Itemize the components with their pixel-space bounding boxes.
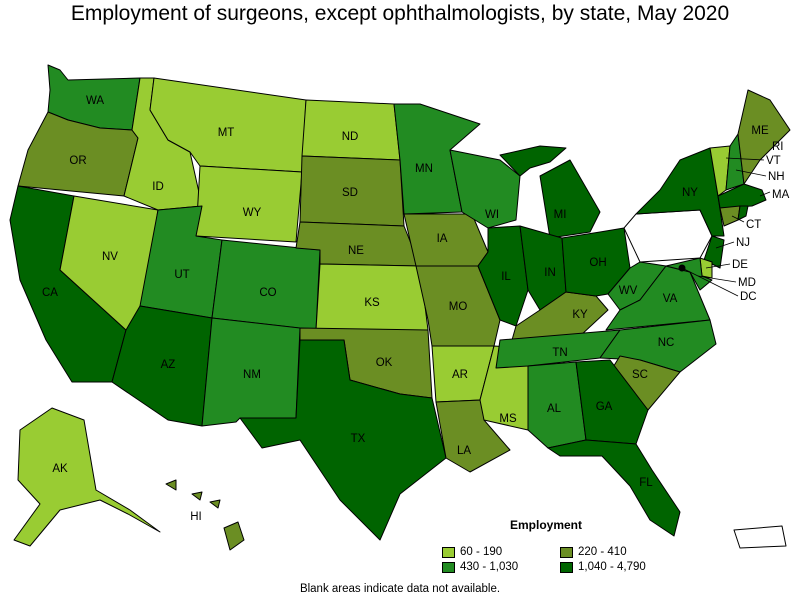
label-mt: MT (218, 127, 235, 139)
label-wy: WY (243, 207, 262, 219)
label-wi: WI (485, 209, 499, 221)
label-oh: OH (589, 257, 606, 269)
label-ny: NY (682, 187, 698, 199)
label-de: DE (732, 259, 748, 271)
label-ks: KS (364, 297, 380, 309)
label-nc: NC (658, 337, 675, 349)
legend-label: 1,040 - 4,790 (578, 561, 646, 573)
state-co[interactable] (211, 239, 321, 331)
label-ga: GA (596, 401, 613, 413)
legend-item: 60 - 190 (442, 546, 502, 558)
legend-label: 60 - 190 (460, 546, 503, 558)
state-wi[interactable] (449, 149, 521, 229)
state-pa[interactable] (623, 209, 713, 263)
label-mo: MO (449, 301, 468, 313)
state-ri[interactable] (737, 205, 749, 221)
label-ms: MS (499, 413, 517, 425)
label-ar: AR (452, 369, 468, 381)
state-mi[interactable] (499, 145, 601, 239)
label-il: IL (501, 271, 511, 283)
state-fl[interactable] (547, 439, 681, 537)
label-sc: SC (632, 369, 648, 381)
label-wv: WV (619, 285, 638, 297)
label-ut: UT (174, 269, 189, 281)
label-sd: SD (342, 187, 358, 199)
label-or: OR (69, 155, 86, 167)
legend-swatch (442, 546, 455, 558)
legend-title: Employment (510, 518, 583, 532)
state-me[interactable] (737, 89, 791, 185)
label-ky: KY (572, 309, 588, 321)
legend-item: 430 - 1,030 (442, 561, 518, 573)
state-wy[interactable] (195, 165, 303, 243)
legend: Employment 60 - 190 220 - 410 430 - 1,03… (440, 518, 700, 578)
legend-label: 430 - 1,030 (460, 561, 519, 573)
label-la: LA (457, 445, 471, 457)
label-tx: TX (351, 433, 366, 445)
label-ri: RI (772, 141, 784, 153)
map-title: Employment of surgeons, except ophthalmo… (70, 2, 730, 25)
label-dc: DC (740, 291, 757, 303)
label-mn: MN (415, 163, 433, 175)
label-nm: NM (243, 369, 261, 381)
label-hi: HI (190, 511, 202, 523)
label-vt: VT (766, 155, 781, 167)
label-wa: WA (86, 95, 104, 107)
legend-item: 1,040 - 4,790 (560, 561, 646, 573)
label-ia: IA (437, 233, 448, 245)
label-az: AZ (161, 359, 176, 371)
label-ca: CA (42, 287, 58, 299)
label-mi: MI (554, 209, 567, 221)
label-ma: MA (772, 189, 790, 201)
state-nj[interactable] (703, 235, 725, 269)
legend-swatch (560, 561, 573, 573)
label-id: ID (152, 181, 164, 193)
state-ga[interactable] (575, 359, 649, 445)
label-co: CO (259, 287, 276, 299)
label-in: IN (544, 267, 556, 279)
state-hi[interactable] (165, 479, 245, 551)
legend-item: 220 - 410 (560, 546, 627, 558)
label-nv: NV (102, 251, 118, 263)
state-nd[interactable] (301, 99, 401, 161)
label-nj: NJ (736, 237, 750, 249)
label-ct: CT (746, 219, 761, 231)
label-nh: NH (768, 171, 785, 183)
territory-pr (733, 525, 787, 549)
label-ak: AK (52, 463, 68, 475)
label-va: VA (663, 293, 678, 305)
label-ok: OK (376, 357, 393, 369)
legend-label: 220 - 410 (578, 546, 627, 558)
label-md: MD (738, 277, 756, 289)
state-ct[interactable] (719, 205, 741, 227)
callout-lines (681, 157, 771, 297)
state-tn[interactable] (495, 329, 621, 369)
label-fl: FL (639, 477, 653, 489)
legend-swatch (442, 561, 455, 573)
label-me: ME (751, 125, 769, 137)
label-nd: ND (342, 131, 359, 143)
label-ne: NE (348, 245, 364, 257)
label-tn: TN (552, 347, 567, 359)
state-tx[interactable] (239, 339, 447, 541)
footnote: Blank areas indicate data not available. (299, 583, 501, 595)
label-al: AL (547, 403, 562, 415)
state-ak[interactable] (13, 407, 161, 547)
legend-swatch (560, 546, 573, 558)
